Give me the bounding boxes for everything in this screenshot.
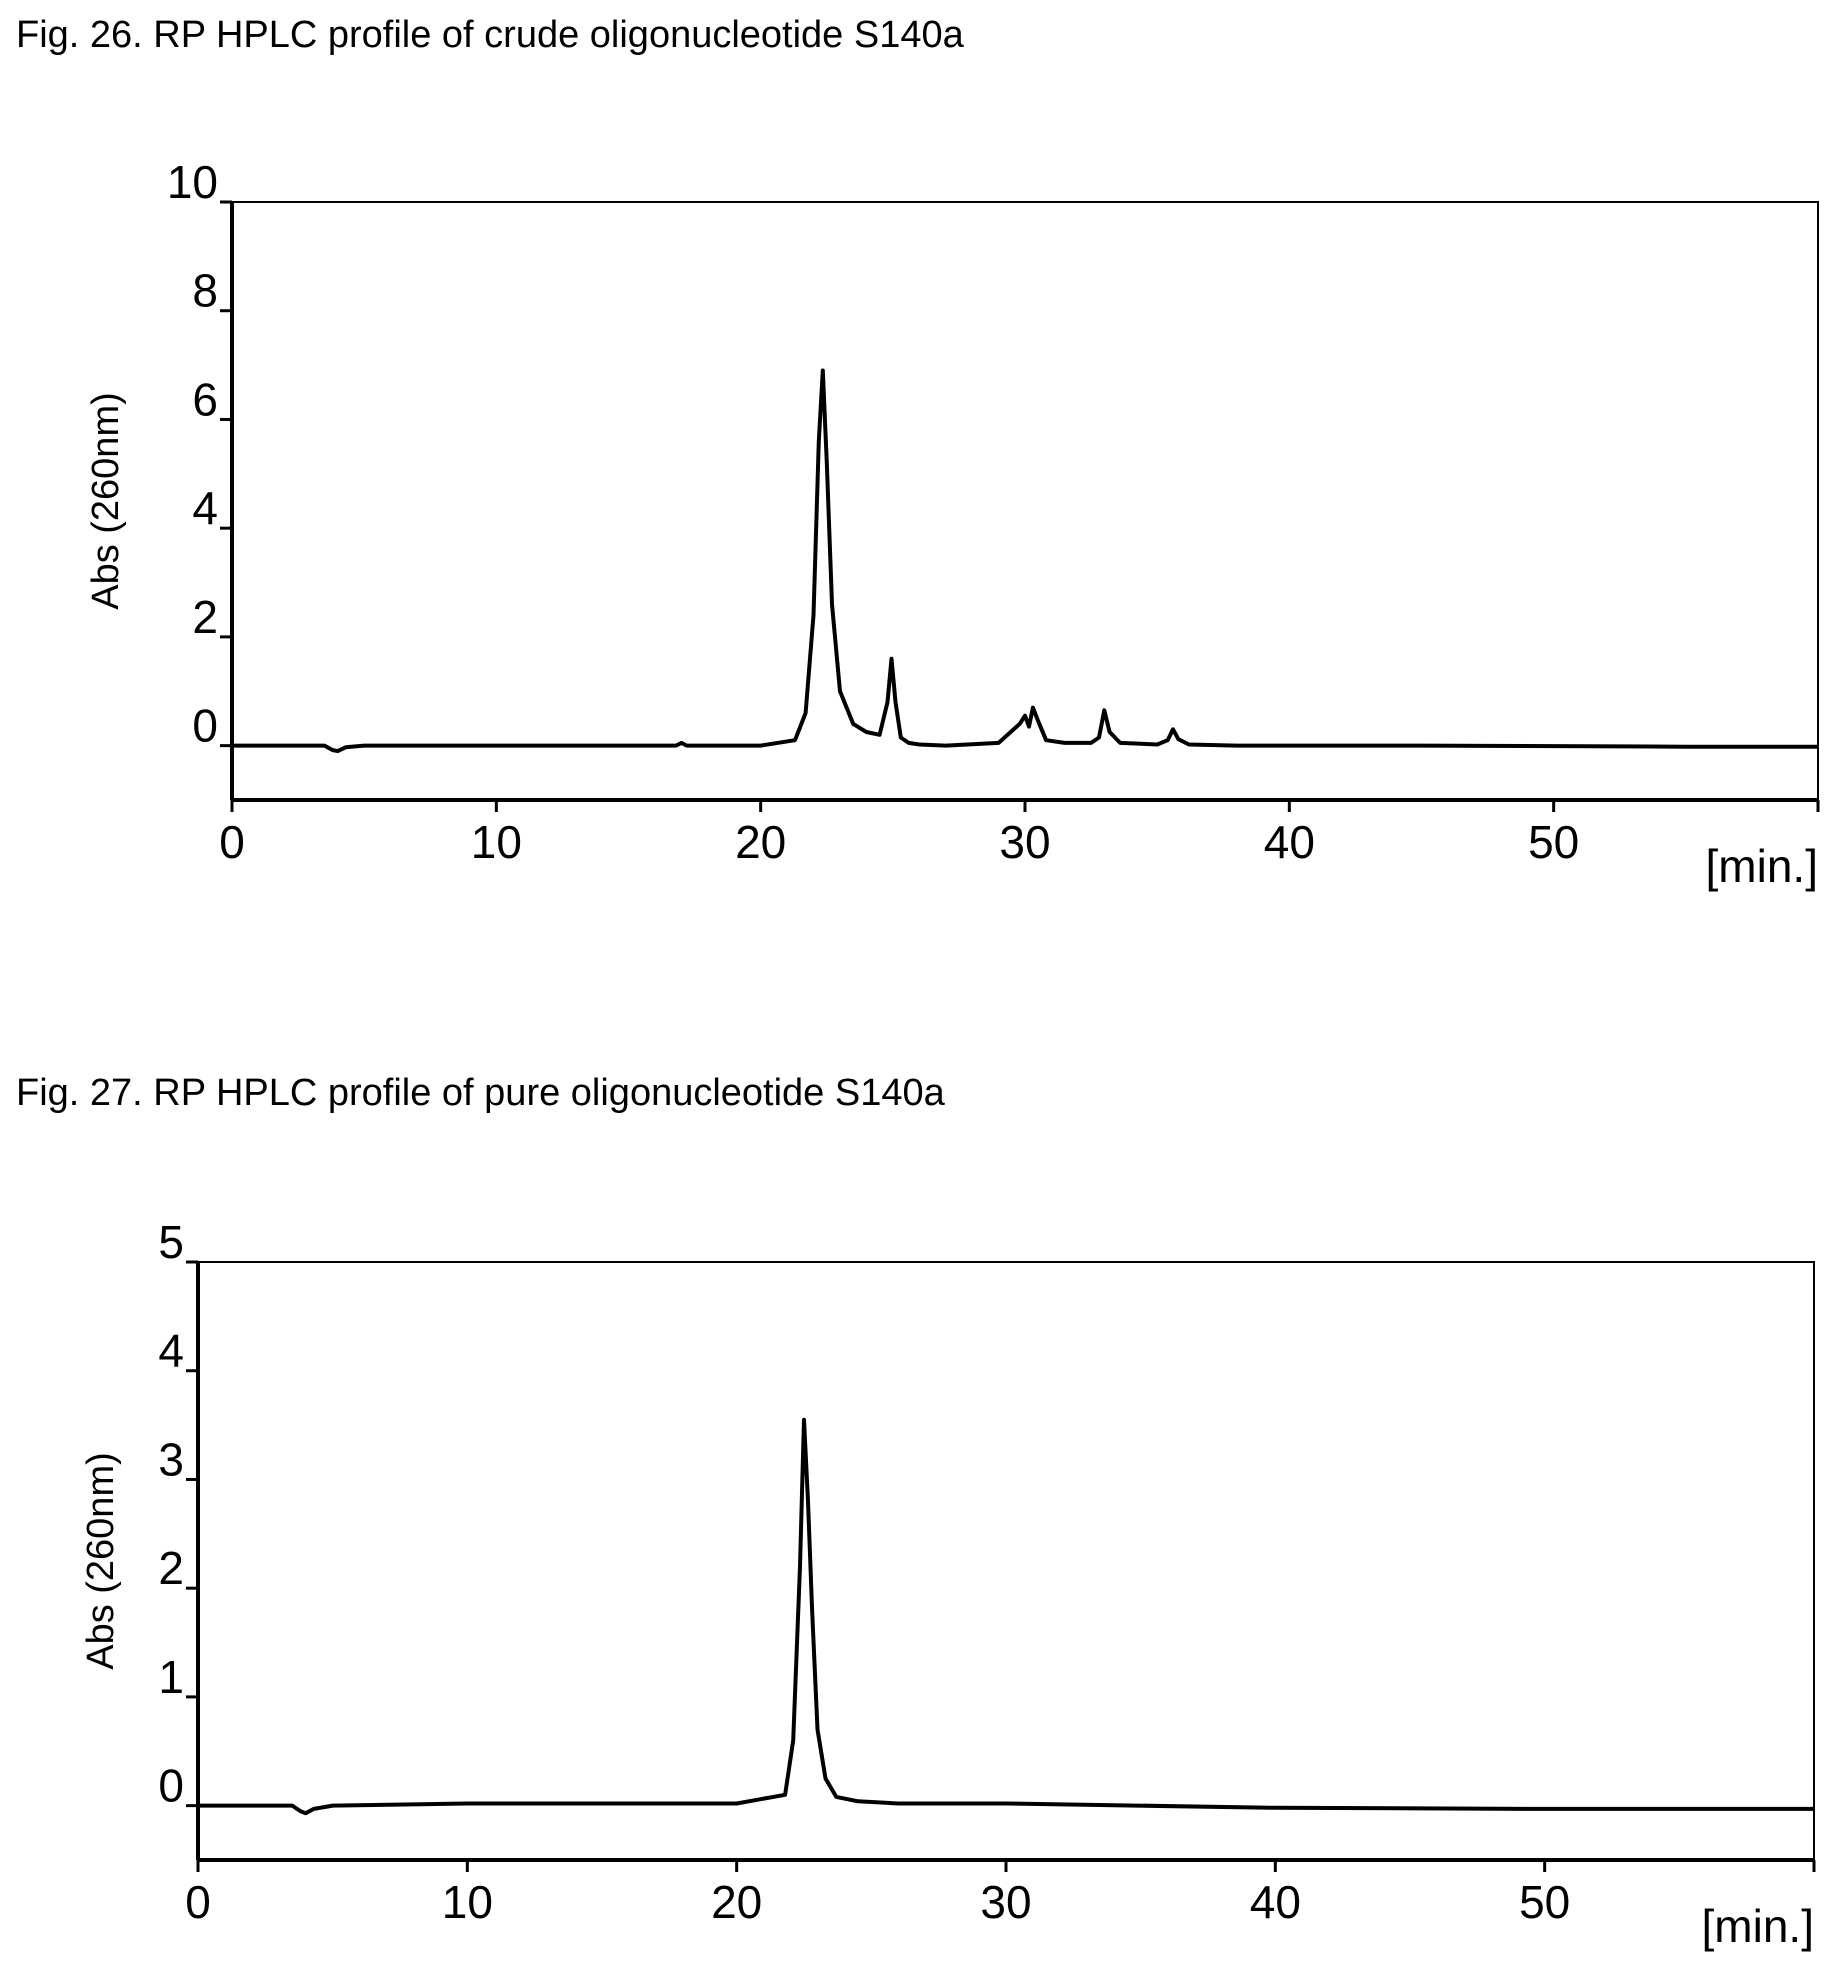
x-tick-label: 40 xyxy=(1250,1876,1301,1928)
y-tick-label: 4 xyxy=(192,482,218,534)
chart-fig-26: 0 10 20 30 40 50 0 2 4 6 8 10 [min.] Abs (260nm) xyxy=(85,156,1820,892)
y-axis-label: Abs (260nm) xyxy=(85,392,127,610)
plot-frame xyxy=(197,1261,1815,1861)
y-tick-label: 6 xyxy=(192,373,218,425)
y-tick-label: 2 xyxy=(158,1542,184,1594)
chromatogram-trace xyxy=(232,368,1818,754)
figure-27-title: Fig. 27. RP HPLC profile of pure oligonu… xyxy=(16,1072,945,1114)
y-tick-label: 4 xyxy=(158,1325,184,1377)
y-tick-label: 8 xyxy=(192,265,218,317)
plot-frame xyxy=(231,201,1819,801)
x-tick-label: 0 xyxy=(185,1876,211,1928)
y-axis-label: Abs (260nm) xyxy=(80,1452,122,1670)
x-tick-label: 30 xyxy=(980,1876,1031,1928)
chromatogram-trace xyxy=(198,1417,1814,1816)
y-tick-label: 3 xyxy=(158,1433,184,1485)
x-tick-label: 20 xyxy=(735,816,786,868)
x-axis-label: [min.] xyxy=(1702,1900,1814,1952)
x-tick-label: 10 xyxy=(471,816,522,868)
y-tick-label: 1 xyxy=(158,1651,184,1703)
x-tick-label: 50 xyxy=(1528,816,1579,868)
x-tick-label: 50 xyxy=(1519,1876,1570,1928)
x-tick-label: 40 xyxy=(1264,816,1315,868)
figure-26-title: Fig. 26. RP HPLC profile of crude oligon… xyxy=(16,14,964,56)
x-tick-label: 10 xyxy=(442,1876,493,1928)
x-tick-label: 0 xyxy=(219,816,245,868)
chart-fig-27: 0 10 20 30 40 50 0 1 2 3 4 5 [min.] Abs (260nm) xyxy=(80,1216,1816,1952)
y-tick-label: 0 xyxy=(158,1760,184,1812)
y-tick-label: 0 xyxy=(192,700,218,752)
x-axis-label: [min.] xyxy=(1706,840,1818,892)
y-tick-label: 2 xyxy=(192,591,218,643)
x-tick-label: 20 xyxy=(711,1876,762,1928)
x-tick-label: 30 xyxy=(999,816,1050,868)
y-tick-label: 10 xyxy=(167,156,218,208)
y-tick-label: 5 xyxy=(158,1216,184,1268)
